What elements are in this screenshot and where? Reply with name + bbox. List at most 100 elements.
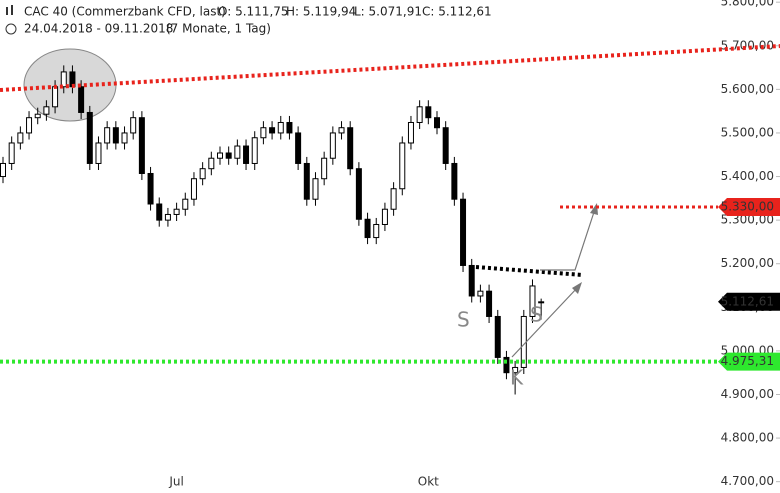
header-icon: [11, 5, 13, 15]
date-range: 24.04.2018 - 09.11.2018: [24, 22, 173, 36]
candle-body: [147, 172, 154, 205]
candle-body: [52, 86, 59, 108]
candle-body: [277, 121, 284, 134]
candle-body: [43, 106, 50, 115]
y-tick-label: 4.900,00: [721, 387, 774, 401]
close-label: C: 5.112,61: [422, 5, 492, 19]
candle-body: [243, 145, 250, 164]
candle-body: [234, 145, 241, 159]
candle-body: [112, 127, 119, 144]
date-span: (7 Monate, 1 Tag): [166, 22, 271, 36]
candle-body: [407, 121, 414, 144]
candle-body: [529, 285, 536, 317]
candle-body: [321, 157, 328, 180]
candle-body: [286, 121, 293, 134]
annotation: K: [510, 366, 524, 390]
candle-body: [416, 106, 423, 123]
y-tick-label: 5.300,00: [721, 213, 774, 227]
candle-body: [190, 178, 197, 200]
y-tick-label: 5.200,00: [721, 256, 774, 270]
price-tag: [718, 292, 780, 311]
y-tick-label: 4.800,00: [721, 431, 774, 445]
candle-body: [460, 198, 467, 266]
annotation: S: [530, 303, 543, 327]
candle-body: [295, 132, 302, 164]
clock-icon: [5, 23, 17, 35]
candle-body: [86, 111, 93, 164]
candle-body: [477, 290, 484, 297]
candle-body: [138, 117, 145, 174]
y-tick-label: 5.700,00: [721, 38, 774, 52]
price-tag-label: 4.975,31: [721, 354, 774, 368]
candle-body: [538, 301, 545, 304]
x-tick-label: Okt: [418, 475, 439, 489]
candle-body: [347, 127, 354, 170]
y-tick-label: 5.500,00: [721, 125, 774, 139]
candle-body: [338, 127, 345, 134]
candle-body: [60, 71, 67, 88]
candle-body: [399, 142, 406, 190]
x-tick-label: Jul: [168, 475, 183, 489]
candle-body: [364, 218, 371, 239]
candle-body: [442, 127, 449, 164]
header-icon: [6, 7, 8, 15]
candle-body: [468, 264, 475, 297]
candle-body: [260, 127, 267, 139]
candle-body: [494, 315, 501, 358]
candle-body: [503, 356, 510, 374]
candle-body: [121, 132, 128, 144]
neckline: [475, 265, 584, 277]
candle-body: [164, 213, 171, 221]
candle-body: [312, 178, 319, 200]
arrow: [540, 208, 596, 271]
candle-body: [373, 223, 380, 239]
candle-body: [303, 162, 310, 200]
candle-body: [329, 132, 336, 159]
y-tick-label: 5.800,00: [721, 0, 774, 9]
candle-body: [173, 208, 180, 215]
high-label: H: 5.119,94: [286, 5, 356, 19]
y-tick-label: 5.600,00: [721, 82, 774, 96]
open-label: O: 5.111,75: [218, 5, 289, 19]
candle-body: [8, 142, 15, 164]
candle-body: [156, 203, 163, 221]
candle-body: [0, 162, 6, 178]
candle-body: [17, 132, 24, 144]
candle-body: [26, 117, 33, 134]
candle-body: [199, 168, 206, 180]
candle-body: [269, 127, 276, 134]
candle-body: [390, 188, 397, 210]
candle-body: [451, 162, 458, 200]
candle-body: [381, 208, 388, 225]
candle-body: [182, 198, 189, 210]
candle-body: [434, 117, 440, 129]
candle-body: [208, 157, 215, 170]
candle-body: [217, 152, 223, 159]
candle-body: [355, 168, 362, 220]
arrow-head: [590, 203, 598, 215]
title: CAC 40 (Commerzbank CFD, last): [24, 5, 226, 19]
price-tag: [718, 198, 780, 217]
price-tag-label: 5.330,00: [721, 200, 774, 214]
candle-body: [425, 106, 432, 119]
candle-body: [512, 366, 519, 374]
annotation: S: [457, 308, 470, 332]
candle-body: [486, 290, 493, 317]
candle-body: [34, 113, 41, 119]
low-label: L: 5.071,91: [354, 5, 422, 19]
arrow: [511, 286, 579, 358]
candle-body: [130, 117, 137, 134]
y-tick-label: 5.400,00: [721, 169, 774, 183]
candle-body: [95, 142, 102, 164]
candle-body: [104, 127, 111, 144]
y-tick-label: 4.700,00: [721, 474, 774, 488]
price-tag: [718, 352, 780, 371]
header: CAC 40 (Commerzbank CFD, last) O: 5.111,…: [5, 5, 492, 36]
price-tag-label: 5.112,61: [721, 294, 774, 308]
candle-body: [225, 152, 232, 159]
candle-body: [251, 137, 258, 164]
trend-line: [0, 44, 780, 92]
candle-body: [78, 86, 85, 113]
